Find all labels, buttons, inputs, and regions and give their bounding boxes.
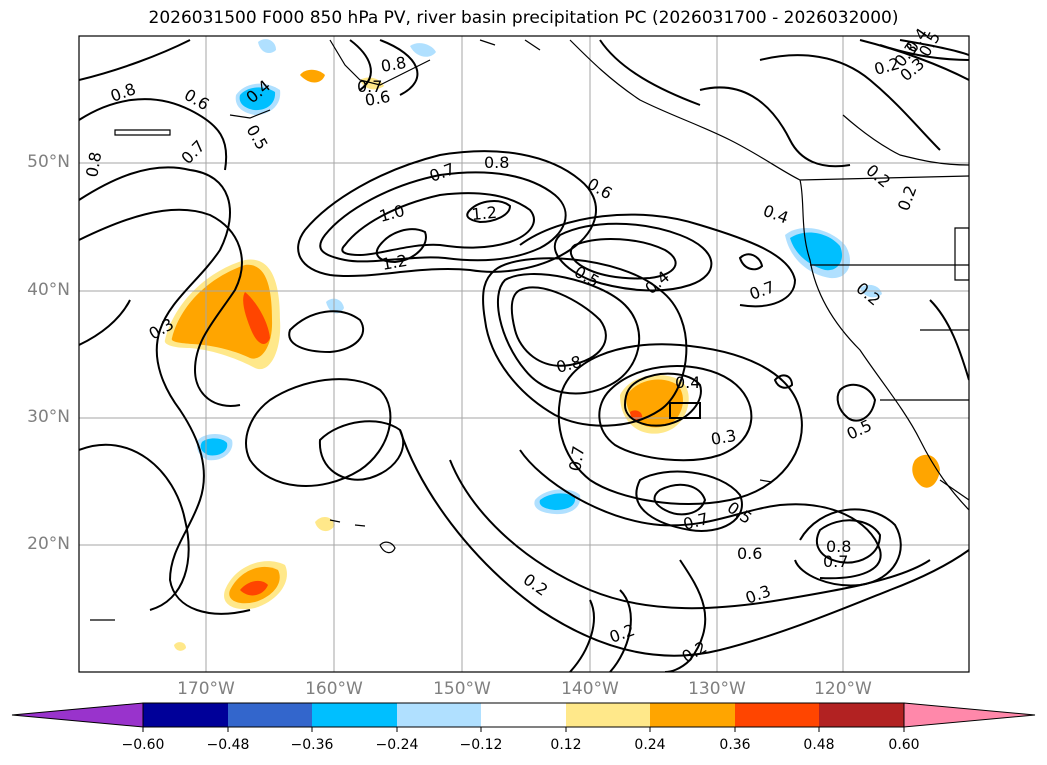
contour-label: 0.2 (607, 620, 637, 647)
contour-label: 0.8 (82, 150, 105, 178)
colorbar-bin (819, 703, 904, 727)
colorbar-bin (397, 703, 481, 727)
colorbar-tick-label: −0.60 (121, 737, 165, 753)
contour-label: 0.3 (709, 426, 737, 449)
contour-label: 1.2 (471, 203, 498, 224)
colorbar-bin (312, 703, 397, 727)
contour-label: 0.2 (862, 161, 894, 192)
contour-label: 1.0 (377, 201, 407, 226)
contour-label: 0.5 (243, 122, 272, 154)
lon-label: 150°W (433, 679, 491, 699)
lat-label: 50°N (27, 152, 70, 172)
colorbar-bin (566, 703, 650, 727)
colorbar-tick-label: 0.60 (888, 737, 920, 753)
contour-label: 0.7 (747, 277, 777, 304)
contour-label: 0.8 (379, 53, 407, 76)
colorbar (11, 702, 1036, 732)
contour-label: 0.7 (823, 552, 848, 571)
colorbar-min-extension (11, 702, 144, 728)
contour-label: 0.2 (852, 279, 884, 310)
contour-label: 0.7 (565, 444, 588, 472)
lon-label: 170°W (177, 679, 235, 699)
colorbar-bin (735, 703, 819, 727)
colorbar-tick-label: 0.12 (550, 737, 582, 753)
contour-label: 0.7 (357, 77, 382, 96)
plot-frame (78, 35, 970, 673)
colorbar-bin (143, 703, 228, 727)
contour-label: 0.2 (894, 183, 921, 213)
contour-label: 0.8 (108, 79, 138, 106)
colorbar-bin (481, 703, 566, 727)
contour-label: 0.8 (554, 352, 584, 377)
contour-label: 0.4 (761, 201, 791, 228)
colorbar-bin (650, 703, 735, 727)
colorbar-tick-label: −0.24 (375, 737, 419, 753)
contour-label: 0.5 (844, 416, 875, 444)
colorbar-max-extension (903, 702, 1036, 728)
contour-label: 0.6 (363, 87, 391, 110)
colorbar-bin (228, 703, 312, 727)
lon-label: 160°W (305, 679, 363, 699)
contour-label: 1.2 (380, 251, 408, 274)
lon-label: 140°W (561, 679, 619, 699)
contour-label: 0.2 (520, 570, 552, 600)
contour-label: 0.6 (737, 544, 762, 563)
lon-label: 120°W (814, 679, 872, 699)
colorbar-tick-label: 0.48 (803, 737, 835, 753)
colorbar-tick-label: −0.48 (206, 737, 250, 753)
contour-label: 0.4 (675, 373, 700, 392)
lon-label: 130°W (688, 679, 746, 699)
lat-label: 30°N (27, 407, 70, 427)
lat-label: 20°N (27, 534, 70, 554)
colorbar-tick-label: −0.12 (459, 737, 503, 753)
pv-contours (79, 39, 969, 672)
map-title: 2026031500 F000 850 hPa PV, river basin … (148, 8, 899, 28)
contour-label: 0.6 (584, 174, 616, 203)
contour-label: 0.6 (181, 85, 213, 114)
contour-label: 0.5 (724, 498, 756, 528)
contour-label: 0.8 (826, 537, 851, 556)
colorbar-tick-label: 0.36 (719, 737, 751, 753)
contour-label: 0.3 (743, 581, 773, 608)
lat-label: 40°N (27, 280, 70, 300)
graticule (79, 36, 969, 672)
colorbar-tick-label: −0.36 (290, 737, 334, 753)
contour-label: 0.2 (679, 637, 711, 666)
coastlines (90, 39, 969, 621)
precip-shading (164, 39, 940, 651)
colorbar-tick-label: 0.24 (634, 737, 666, 753)
contour-label: 0.8 (484, 153, 509, 172)
